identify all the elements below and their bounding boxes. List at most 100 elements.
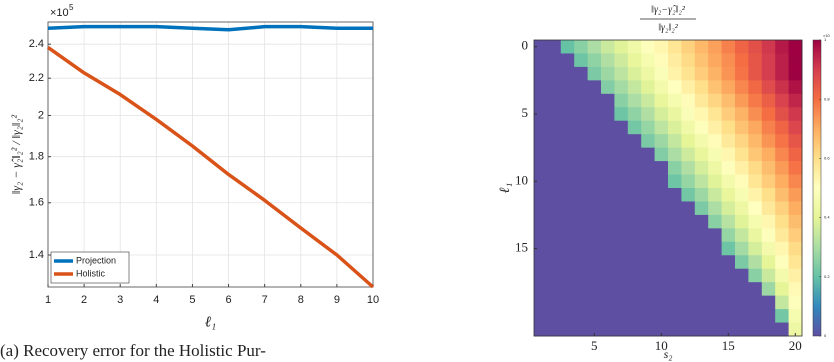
heat-cell (681, 107, 696, 122)
heat-cell (587, 53, 602, 68)
heat-cell (614, 53, 629, 68)
heat-cell (694, 147, 709, 162)
heat-cell (587, 282, 602, 297)
heat-cell (574, 53, 588, 68)
heat-cell (681, 255, 696, 270)
heat-cell (601, 255, 615, 270)
heat-cell (574, 174, 588, 189)
heat-cell (775, 241, 789, 256)
heat-cell (587, 120, 602, 135)
heat-cell (560, 120, 575, 135)
heat-cell (574, 107, 588, 122)
heat-cell (668, 147, 682, 162)
heat-cell (601, 107, 615, 122)
heat-cell (735, 188, 749, 202)
y-tick-label: 2 (38, 109, 44, 121)
heat-cell (788, 255, 803, 270)
heat-cell (694, 214, 709, 229)
heat-cell (681, 322, 696, 337)
heat-cell (721, 295, 736, 310)
heat-cell (735, 80, 749, 95)
heat-cell (601, 214, 615, 229)
heat-cell (627, 161, 642, 175)
heat-cell (775, 322, 789, 337)
heat-cell (668, 268, 682, 283)
heat-cell (681, 53, 696, 68)
x-tick-label: 8 (298, 294, 304, 306)
heat-cell (748, 282, 763, 297)
heat-cell (681, 228, 696, 243)
x-tick-label: 4 (153, 294, 159, 306)
heat-cell (560, 228, 575, 243)
heat-cell (735, 53, 749, 68)
heat-cell (534, 40, 548, 54)
heat-cell (534, 53, 548, 68)
heat-cell (694, 161, 709, 175)
heat-cell (681, 174, 696, 189)
heat-cell (748, 161, 763, 175)
heat-cell (601, 120, 615, 135)
heat-cell (681, 201, 696, 216)
heat-cell (668, 93, 682, 108)
heat-cell (601, 322, 615, 337)
heat-cell (534, 241, 548, 256)
heat-cell (547, 53, 562, 68)
heat-cell (694, 93, 709, 108)
heat-cell (560, 134, 575, 149)
heat-cell (761, 120, 776, 135)
heat-cell (748, 268, 763, 283)
heat-cell (601, 53, 615, 68)
heat-cell (641, 66, 655, 81)
y-tick-label: 0 (522, 38, 529, 53)
heat-cell (547, 309, 562, 323)
heat-cell (627, 120, 642, 135)
heat-cell (721, 40, 736, 54)
colorbar-tick-label: 0.2 (824, 274, 830, 279)
heat-cell (627, 40, 642, 54)
heat-cell (788, 53, 803, 68)
heat-cell (601, 80, 615, 95)
heat-cell (735, 107, 749, 122)
y-tick-label: 10 (515, 172, 528, 187)
heat-cell (775, 147, 789, 162)
y-axis-label: ‖γ₂ − γ̂₂‖₂² / ‖γ₂‖₂² (9, 115, 23, 195)
heat-cell (761, 147, 776, 162)
heat-cell (788, 80, 803, 95)
heat-cell (721, 161, 736, 175)
heat-cell (560, 188, 575, 202)
heat-cell (748, 201, 763, 216)
heat-cell (654, 309, 669, 323)
heat-cell (601, 161, 615, 175)
heat-cell (708, 93, 722, 108)
heat-cell (681, 134, 696, 149)
heat-cell (614, 147, 629, 162)
x-tick-label: 3 (117, 294, 123, 306)
heat-cell (748, 40, 763, 54)
heat-cell (534, 161, 548, 175)
heat-cell (748, 93, 763, 108)
heat-cell (547, 80, 562, 95)
heat-cell (654, 40, 669, 54)
heat-cell (587, 309, 602, 323)
heat-cell (788, 268, 803, 283)
heat-cell (788, 134, 803, 149)
heat-cell (627, 268, 642, 283)
heat-cell (654, 268, 669, 283)
heat-cell (708, 147, 722, 162)
heat-cell (775, 309, 789, 323)
heat-cell (735, 147, 749, 162)
heat-cell (587, 295, 602, 310)
heat-cell (694, 66, 709, 81)
heat-cell (641, 80, 655, 95)
heat-cell (694, 188, 709, 202)
heat-cell (721, 241, 736, 256)
heat-cell (788, 214, 803, 229)
heat-cell (694, 255, 709, 270)
heat-cell (560, 282, 575, 297)
heat-cell (601, 268, 615, 283)
heat-cell (708, 107, 722, 122)
heat-cell (534, 120, 548, 135)
heat-cell (668, 107, 682, 122)
heat-cell (654, 282, 669, 297)
